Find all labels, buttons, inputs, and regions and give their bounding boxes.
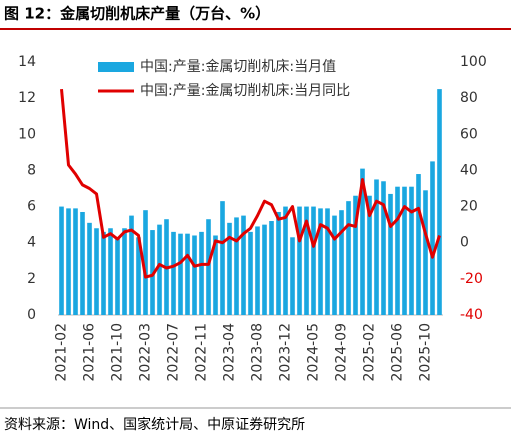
bar (80, 211, 85, 315)
legend-label: 中国:产量:金属切削机床:当月值 (140, 59, 336, 75)
bar (66, 208, 71, 315)
bar (248, 231, 253, 315)
bar (304, 206, 309, 315)
y-tick-label: 8 (27, 162, 36, 178)
bar (185, 233, 190, 315)
bar (423, 190, 428, 315)
bar (122, 228, 127, 315)
bar (325, 208, 330, 315)
x-tick-label: 2025-10 (418, 323, 434, 382)
bar (101, 231, 106, 315)
line (60, 88, 441, 279)
bar (143, 210, 148, 315)
x-tick-label: 2025-06 (390, 323, 406, 382)
bar (409, 186, 414, 315)
y2-tick-label: -20 (460, 271, 483, 287)
bar (430, 161, 435, 315)
x-tick-label: 2025-02 (362, 323, 378, 382)
bar (374, 179, 379, 315)
bar (262, 224, 267, 315)
bar (199, 231, 204, 315)
x-tick-label: 2022-07 (166, 323, 182, 382)
bar (129, 215, 134, 315)
x-tick-label: 2022-03 (138, 323, 154, 382)
y2-tick-label: 40 (460, 162, 478, 178)
bar (241, 215, 246, 315)
bar (332, 215, 337, 315)
y2-tick-label: 60 (460, 126, 478, 142)
bar (367, 195, 372, 315)
x-tick-label: 2023-04 (222, 323, 238, 382)
y-tick-label: 6 (27, 199, 36, 215)
x-tick-label: 2023-08 (250, 323, 266, 382)
bar (437, 89, 442, 315)
y2-tick-label: 100 (460, 54, 487, 70)
x-tick-label: 2022-11 (194, 323, 210, 382)
bar (290, 237, 295, 315)
bar (220, 201, 225, 315)
bar (115, 237, 120, 315)
bar (73, 208, 78, 315)
bar (227, 222, 232, 315)
y-tick-label: 2 (27, 271, 36, 287)
bar (297, 206, 302, 315)
bar (360, 168, 365, 315)
x-tick-label: 2024-09 (334, 323, 350, 382)
y2-tick-label: 0 (460, 235, 469, 251)
bar (416, 174, 421, 315)
bar (353, 195, 358, 315)
bar (206, 219, 211, 315)
y-tick-label: 12 (18, 90, 36, 106)
bar (269, 221, 274, 315)
bar (59, 206, 64, 315)
bar (402, 186, 407, 315)
bar (178, 233, 183, 315)
legend-label: 中国:产量:金属切削机床:当月同比 (140, 83, 350, 99)
bar (213, 235, 218, 315)
bar (381, 181, 386, 315)
y-tick-label: 0 (27, 307, 36, 323)
bar (136, 237, 141, 315)
chart-title: 图 12：金属切削机床产量（万台、%） (4, 5, 270, 23)
bar (311, 206, 316, 315)
bar (87, 222, 92, 315)
bar (346, 201, 351, 315)
source: 资料来源：Wind、国家统计局、中原证券研究所 (4, 416, 305, 433)
x-tick-label: 2024-05 (306, 323, 322, 382)
bar (283, 206, 288, 315)
y-tick-label: 10 (18, 126, 36, 142)
y2-tick-label: 20 (460, 199, 478, 215)
bar (276, 211, 281, 315)
bar (108, 228, 113, 315)
bar (395, 186, 400, 315)
x-tick-label: 2023-12 (278, 323, 294, 382)
x-tick-label: 2021-06 (82, 323, 98, 382)
bar (318, 208, 323, 315)
y2-tick-label: 80 (460, 90, 478, 106)
y-tick-label: 14 (18, 54, 36, 70)
bar (192, 235, 197, 315)
legend-swatch (98, 62, 134, 72)
x-tick-label: 2021-02 (54, 323, 70, 382)
y-tick-label: 4 (27, 235, 36, 251)
bar (157, 224, 162, 315)
bar (388, 193, 393, 315)
x-tick-label: 2021-10 (110, 323, 126, 382)
y2-tick-label: -40 (460, 307, 483, 323)
bar (171, 231, 176, 315)
bar (94, 228, 99, 315)
bar (339, 210, 344, 315)
bar (234, 217, 239, 315)
bar (255, 226, 260, 315)
